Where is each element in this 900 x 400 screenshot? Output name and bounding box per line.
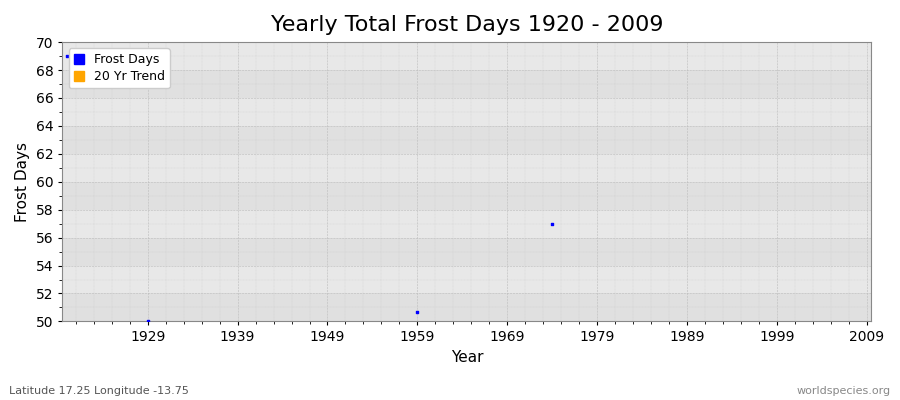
Point (545, 220, 560, 227)
Bar (62, 294, 871, 322)
Bar (62, 266, 871, 294)
Y-axis label: Frost Days: Frost Days (15, 142, 30, 222)
Bar (62, 42, 871, 70)
Bar (62, 238, 871, 266)
Point (410, 308, 425, 315)
Bar (62, 98, 871, 126)
Title: Yearly Total Frost Days 1920 - 2009: Yearly Total Frost Days 1920 - 2009 (271, 15, 663, 35)
Bar (62, 182, 871, 210)
Text: worldspecies.org: worldspecies.org (796, 386, 891, 396)
Point (140, 318, 155, 325)
Bar (62, 154, 871, 182)
X-axis label: Year: Year (451, 350, 483, 365)
Legend: Frost Days, 20 Yr Trend: Frost Days, 20 Yr Trend (68, 48, 169, 88)
Bar (62, 210, 871, 238)
Bar (62, 126, 871, 154)
Point (59, 53, 74, 59)
Text: Latitude 17.25 Longitude -13.75: Latitude 17.25 Longitude -13.75 (9, 386, 189, 396)
Bar (62, 70, 871, 98)
